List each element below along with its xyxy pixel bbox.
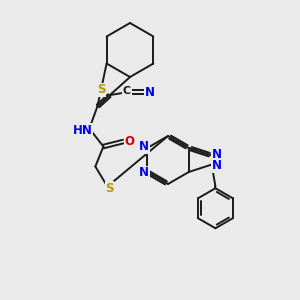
Text: S: S [105, 182, 114, 195]
Text: N: N [212, 159, 222, 172]
Text: C: C [123, 86, 131, 96]
Text: N: N [139, 140, 149, 154]
Text: HN: HN [72, 124, 92, 137]
Text: N: N [139, 167, 149, 179]
Text: O: O [124, 135, 134, 148]
Text: N: N [145, 85, 155, 99]
Text: N: N [212, 148, 222, 161]
Text: S: S [97, 83, 105, 96]
